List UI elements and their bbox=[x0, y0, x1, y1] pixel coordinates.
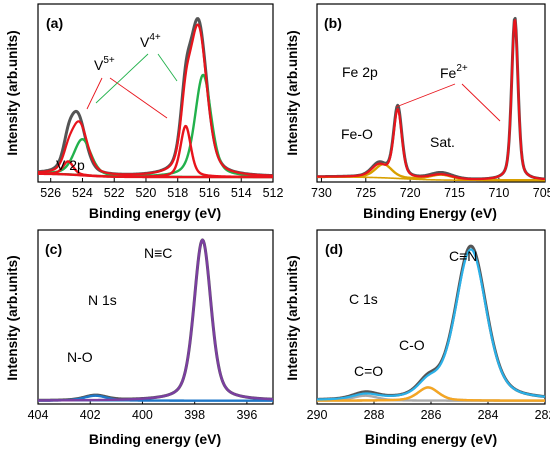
panel-d-x-tick-label: 282 bbox=[535, 408, 550, 422]
panel-d: 290 288 286 284 282 (d) C 1s C≡N C-O C=O Bin… bbox=[285, 229, 550, 447]
panel-b-x-tick-label: 710 bbox=[488, 186, 509, 200]
panel-b-x-tick-label: 725 bbox=[355, 186, 376, 200]
panel-d-c-double-o-label: C=O bbox=[354, 363, 383, 379]
panel-d-label: (d) bbox=[325, 241, 343, 257]
panel-a-xlabel: Binding energy (eV) bbox=[89, 205, 221, 221]
panel-a-curves bbox=[37, 17, 274, 179]
panel-b-annotation: Fe 2p bbox=[342, 64, 378, 80]
panel-c-no-label: N-O bbox=[67, 349, 93, 365]
panel-d-ylabel: Intensity (arb.units) bbox=[285, 255, 300, 380]
panel-a-x-ticks: 526 524 522 520 518 516 514 512 bbox=[40, 178, 283, 200]
panel-d-cn-label: C≡N bbox=[449, 248, 477, 264]
panel-a-x-tick-label: 522 bbox=[104, 186, 125, 200]
panel-d-x-tick-label: 284 bbox=[478, 408, 499, 422]
panel-a-x-tick-label: 512 bbox=[263, 186, 284, 200]
panel-d-component-series bbox=[316, 386, 546, 402]
panel-a-envelope-series bbox=[37, 23, 274, 177]
panel-a-plot-frame bbox=[37, 3, 274, 183]
panel-c-annotation: N 1s bbox=[88, 292, 117, 308]
panel-c-x-tick-label: 396 bbox=[236, 408, 257, 422]
panel-b-plot-frame bbox=[316, 3, 546, 183]
panel-a: 526 524 522 520 518 516 514 512 (a) V 2p V5+ V4… bbox=[5, 3, 283, 221]
panel-c-x-tick-label: 400 bbox=[132, 408, 153, 422]
panel-b-x-tick-label: 705 bbox=[533, 186, 550, 200]
panel-b-x-tick-label: 715 bbox=[444, 186, 465, 200]
panel-c-x-ticks: 404 402 400 398 396 bbox=[28, 400, 257, 422]
panel-d-co-label: C-O bbox=[399, 337, 425, 353]
panel-b-arrows bbox=[395, 83, 501, 122]
panel-c: 404 402 400 398 396 (c) N 1s N≡C N-O Binding… bbox=[5, 229, 274, 447]
panel-b-ylabel: Intensity (arb.units) bbox=[285, 30, 300, 155]
panel-a-annotation: V 2p bbox=[56, 157, 85, 173]
panel-a-arrows bbox=[86, 53, 178, 119]
panel-a-component-series bbox=[37, 124, 274, 179]
panel-d-data-series bbox=[316, 244, 546, 401]
panel-a-x-tick-label: 514 bbox=[231, 186, 252, 200]
panel-c-x-tick-label: 404 bbox=[28, 408, 49, 422]
panel-a-v5-label: V5+ bbox=[94, 55, 115, 73]
panel-a-x-tick-label: 524 bbox=[72, 186, 93, 200]
panel-d-x-ticks: 290 288 286 284 282 bbox=[307, 400, 550, 422]
panel-c-data-series bbox=[37, 238, 274, 402]
panel-c-plot-frame bbox=[37, 229, 274, 405]
panel-c-x-tick-label: 398 bbox=[184, 408, 205, 422]
panel-a-x-tick-label: 516 bbox=[199, 186, 220, 200]
panel-d-plot-frame bbox=[316, 229, 546, 405]
panel-b-x-ticks: 730 725 720 715 710 705 bbox=[311, 178, 550, 200]
panel-c-component-series bbox=[37, 238, 274, 402]
panel-d-annotation: C 1s bbox=[349, 291, 378, 307]
panel-a-ylabel: Intensity (arb.units) bbox=[5, 30, 20, 155]
panel-c-x-tick-label: 402 bbox=[80, 408, 101, 422]
panel-b-x-tick-label: 720 bbox=[400, 186, 421, 200]
panel-d-x-tick-label: 288 bbox=[364, 408, 385, 422]
panel-c-label: (c) bbox=[45, 241, 62, 257]
panel-b-fe2-label: Fe2+ bbox=[440, 63, 468, 81]
panel-d-curves bbox=[316, 244, 546, 402]
panel-a-label: (a) bbox=[46, 15, 63, 31]
panel-b-x-tick-label: 730 bbox=[311, 186, 332, 200]
panel-b-label: (b) bbox=[324, 15, 342, 31]
panel-c-xlabel: Binding energy (eV) bbox=[89, 431, 221, 447]
panel-a-x-tick-label: 520 bbox=[136, 186, 157, 200]
panel-b-xlabel: Binding Energy (eV) bbox=[363, 205, 497, 221]
panel-a-x-tick-label: 518 bbox=[167, 186, 188, 200]
panel-d-x-tick-label: 286 bbox=[421, 408, 442, 422]
panel-d-envelope-series bbox=[316, 248, 546, 401]
panel-d-xlabel: Binding energy (eV) bbox=[365, 431, 497, 447]
panel-a-x-tick-label: 526 bbox=[40, 186, 61, 200]
panel-c-curves bbox=[37, 238, 274, 402]
panel-b-envelope-series bbox=[316, 19, 546, 181]
panel-b: 730 725 720 715 710 705 (b) Fe 2p Fe2+ Fe-O S… bbox=[285, 3, 550, 221]
panel-d-x-tick-label: 290 bbox=[307, 408, 328, 422]
panel-c-ylabel: Intensity (arb.units) bbox=[5, 255, 20, 380]
panel-b-curves bbox=[316, 16, 546, 182]
panel-c-nc-label: N≡C bbox=[144, 245, 172, 261]
panel-b-feo-label: Fe-O bbox=[341, 126, 373, 142]
panel-b-sat-label: Sat. bbox=[430, 134, 455, 150]
panel-a-v4-label: V4+ bbox=[140, 32, 161, 50]
